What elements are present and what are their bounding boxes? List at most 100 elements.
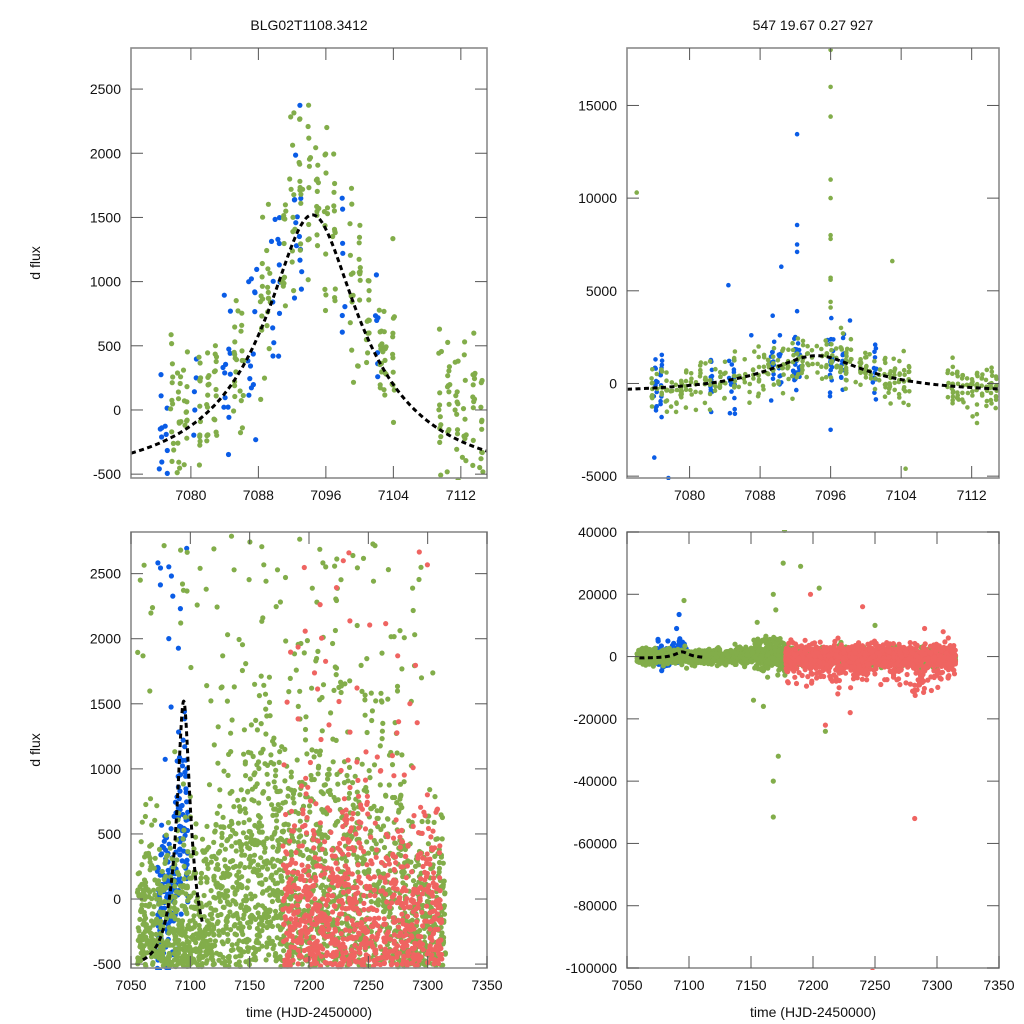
green-point <box>272 829 278 836</box>
green-point <box>440 860 446 866</box>
y-tick-label: 1000 <box>90 274 121 290</box>
green-point <box>950 394 956 399</box>
green-point <box>345 778 351 784</box>
green-point <box>254 727 260 733</box>
green-point <box>462 339 468 345</box>
green-point <box>246 817 252 823</box>
green-point <box>209 951 215 958</box>
green-point <box>364 729 370 736</box>
green-point <box>194 602 200 608</box>
green-point <box>445 373 451 379</box>
red-point <box>336 698 342 705</box>
green-point <box>227 859 234 865</box>
blue-point <box>794 387 799 393</box>
green-point <box>255 910 261 916</box>
green-point <box>394 688 401 694</box>
red-point <box>337 840 343 847</box>
red-point <box>429 952 435 958</box>
red-point <box>327 917 333 923</box>
green-point <box>789 373 795 379</box>
green-point <box>169 361 175 367</box>
ylabel-top: d flux <box>27 246 43 279</box>
green-point <box>354 622 360 629</box>
green-point <box>253 946 259 952</box>
red-point <box>295 716 301 722</box>
green-point <box>185 849 191 855</box>
blue-point <box>177 852 183 858</box>
red-point <box>392 881 398 887</box>
green-point <box>177 958 183 964</box>
green-point <box>198 880 204 886</box>
blue-point <box>828 427 833 433</box>
green-point <box>355 811 361 817</box>
x-tick-label: 7112 <box>446 487 476 503</box>
green-point <box>888 401 893 406</box>
green-point <box>261 839 267 845</box>
green-point <box>960 390 965 396</box>
red-point <box>303 934 309 940</box>
green-point <box>478 404 484 410</box>
blue-point <box>170 593 176 599</box>
green-point <box>366 768 372 774</box>
green-point <box>273 825 280 831</box>
green-point <box>215 760 221 766</box>
green-point <box>257 299 263 305</box>
red-point <box>353 935 359 941</box>
green-point <box>233 954 239 960</box>
red-point <box>431 956 437 963</box>
green-point <box>390 419 397 425</box>
green-point <box>241 727 247 733</box>
green-point <box>332 627 338 634</box>
green-point <box>828 305 833 310</box>
green-point <box>306 803 313 809</box>
red-point <box>313 940 319 946</box>
blue-point <box>227 350 233 356</box>
red-point <box>311 845 317 851</box>
green-point <box>306 236 312 242</box>
green-point <box>463 458 469 464</box>
green-point <box>260 790 266 796</box>
green-point <box>238 787 244 793</box>
green-point <box>410 607 416 614</box>
red-point <box>287 926 293 933</box>
green-point <box>790 396 795 402</box>
red-point <box>362 826 369 832</box>
green-point <box>683 405 689 410</box>
green-point <box>215 850 222 856</box>
green-point <box>323 170 329 176</box>
green-point <box>707 382 713 388</box>
red-point <box>295 871 301 877</box>
red-point <box>419 891 425 897</box>
green-point <box>867 352 872 357</box>
green-point <box>173 889 180 895</box>
green-point <box>138 839 144 845</box>
green-point <box>214 920 220 927</box>
green-point <box>246 577 252 583</box>
green-point <box>272 908 279 915</box>
green-point <box>479 449 485 456</box>
red-point <box>345 851 351 858</box>
green-point <box>471 330 477 336</box>
red-point <box>367 622 373 628</box>
red-point <box>310 883 316 889</box>
green-point <box>232 393 238 400</box>
green-point <box>374 808 380 814</box>
green-point <box>330 759 336 765</box>
green-point <box>309 685 315 691</box>
red-point <box>377 944 383 950</box>
green-point <box>989 373 995 379</box>
green-point <box>193 940 199 946</box>
green-point <box>323 251 329 257</box>
red-point <box>358 880 364 886</box>
green-point <box>148 954 155 960</box>
red-point <box>402 853 408 860</box>
red-point <box>362 945 368 951</box>
y-tick-label: 1500 <box>90 696 121 712</box>
green-point <box>369 708 375 714</box>
red-point <box>301 914 308 920</box>
green-point <box>365 350 371 356</box>
green-point <box>174 470 180 476</box>
blue-point <box>158 852 164 858</box>
red-point <box>352 958 358 964</box>
green-point <box>256 800 262 806</box>
